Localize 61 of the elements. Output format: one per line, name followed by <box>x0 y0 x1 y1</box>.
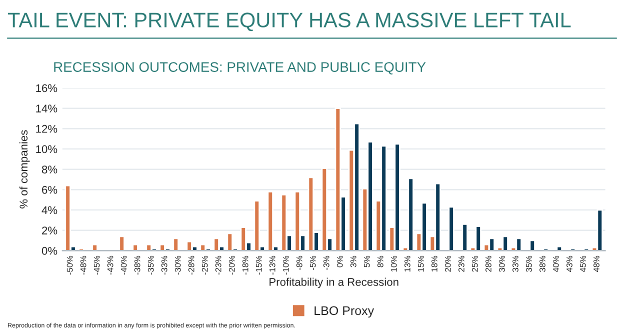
x-tick-label: 45% <box>580 256 586 272</box>
x-tick-label: 48% <box>594 256 600 272</box>
x-tick-label: -3% <box>323 256 330 270</box>
x-tick-label: -15% <box>256 256 262 275</box>
x-tick-label: 5% <box>364 256 370 268</box>
x-tick-label: 33% <box>512 256 518 272</box>
x-tick-label: 8% <box>377 256 384 268</box>
x-tick-label: -35% <box>148 256 154 275</box>
x-tick-label: -30% <box>174 256 181 275</box>
x-tick-label: 23% <box>458 256 464 272</box>
x-tick-label: 18% <box>431 256 438 272</box>
x-tick-label: -23% <box>215 256 222 275</box>
x-tick-label: -18% <box>242 256 248 275</box>
x-tick-label: 13% <box>404 256 410 272</box>
bar <box>448 206 454 251</box>
bar <box>462 224 468 251</box>
x-tick-label: -33% <box>161 256 168 275</box>
y-tick-label: 2% <box>42 226 58 234</box>
x-tick-label: 25% <box>472 256 478 272</box>
x-tick-label: 28% <box>485 256 492 272</box>
bar <box>556 246 562 251</box>
y-axis-title: % of companies <box>19 130 30 208</box>
chart-title: TAIL EVENT: PRIVATE EQUITY HAS A MASSIVE LEFT TAIL <box>8 12 571 32</box>
y-tick-label: 10% <box>36 145 58 154</box>
x-tick-label: 43% <box>566 256 572 272</box>
x-tick-label: -8% <box>296 256 302 270</box>
y-tick-label: 6% <box>42 186 58 194</box>
x-tick-label: -48% <box>80 256 86 275</box>
y-tick-label: 14% <box>36 104 58 112</box>
y-tick-label: 12% <box>36 124 58 133</box>
bar <box>118 236 125 251</box>
bar <box>92 244 98 251</box>
bar <box>132 244 138 251</box>
x-tick-label: 35% <box>526 256 532 272</box>
x-tick-label: 3% <box>350 256 356 268</box>
x-tick-label: -5% <box>310 256 316 270</box>
x-tick-label: -38% <box>134 256 140 275</box>
bar <box>529 240 536 251</box>
x-tick-label: -10% <box>282 256 289 275</box>
y-tick-label: 16% <box>36 84 58 92</box>
x-tick-label: -40% <box>120 256 127 275</box>
x-tick-label: -50% <box>66 256 73 275</box>
y-tick-label: 4% <box>42 206 58 214</box>
x-tick-label: 40% <box>553 256 559 272</box>
x-tick-label: -45% <box>94 256 100 275</box>
x-tick-label: -13% <box>269 256 276 275</box>
x-tick-label: 38% <box>539 256 546 272</box>
x-tick-label: 10% <box>390 256 397 272</box>
x-tick-label: -25% <box>202 256 208 275</box>
legend-label: LBO Proxy <box>314 306 374 318</box>
x-axis-title: Profitability in a Recession <box>270 278 398 288</box>
y-tick-label: 0% <box>42 246 58 255</box>
x-tick-label: 0% <box>336 256 343 268</box>
x-tick-label: 30% <box>498 256 505 272</box>
x-tick-label: -20% <box>228 256 235 275</box>
chart-subtitle: RECESSION OUTCOMES: PRIVATE AND PUBLIC EQUITY <box>54 62 426 74</box>
x-tick-label: 20% <box>444 256 451 272</box>
y-tick-label: 8% <box>42 166 58 174</box>
x-tick-label: 15% <box>418 256 424 272</box>
x-tick-label: -28% <box>188 256 194 275</box>
x-tick-label: -43% <box>107 256 114 275</box>
